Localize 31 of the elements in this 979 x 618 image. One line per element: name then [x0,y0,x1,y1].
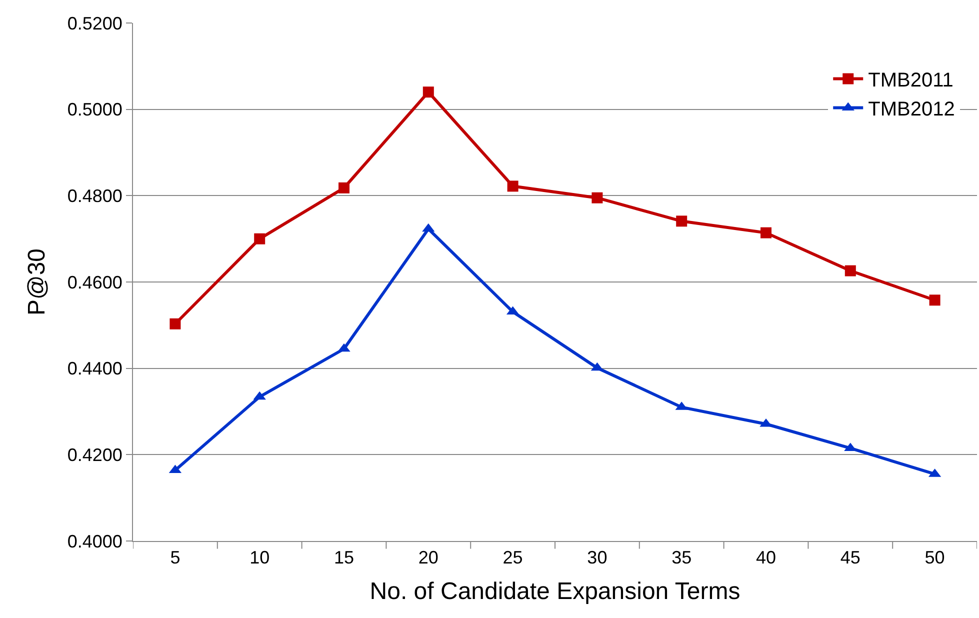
point [676,216,688,227]
point [844,265,856,276]
x-axis-title: No. of Candidate Expansion Terms [370,578,740,605]
legend-label: TMB2011 [868,70,954,92]
y-tick-label: 0.4600 [67,272,122,292]
y-tick-label: 0.5000 [67,100,122,120]
point [254,233,266,244]
y-tick-label: 0.4400 [67,358,122,379]
x-tick-label: 25 [502,548,523,568]
point [170,318,181,330]
y-tick-label: 0.4800 [67,186,122,206]
point [507,180,518,192]
x-tick-label: 20 [418,548,438,568]
point [760,227,772,238]
point [592,192,603,204]
y-axis-title: P@30 [23,248,50,316]
x-tick-label: 45 [840,548,860,568]
y-tick-label: 0.4200 [67,444,122,465]
x-tick-label: 35 [672,548,692,568]
x-tick-label: 15 [334,548,354,568]
y-tick-label: 0.5200 [67,13,122,34]
legend-label: TMB2012 [868,98,955,121]
x-tick-label: 10 [250,548,270,568]
x-tick-label: 50 [924,548,945,568]
x-tick-label: 30 [587,548,608,568]
point [422,86,434,98]
x-tick-label: 40 [756,548,776,568]
y-tick-label: 0.4000 [67,531,122,552]
point [929,294,940,306]
x-tick-label: 5 [170,548,180,568]
point [338,182,350,194]
